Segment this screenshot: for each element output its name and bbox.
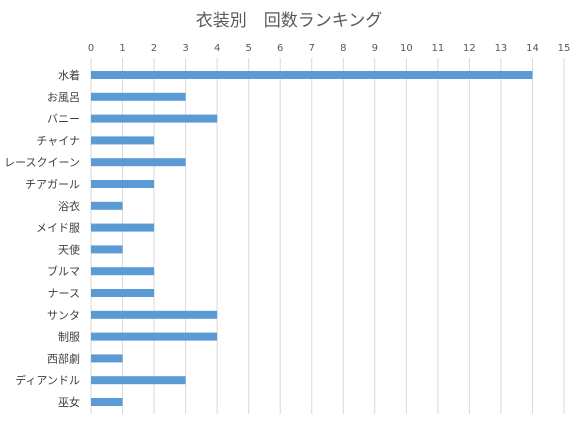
category-label: 水着 <box>58 68 80 82</box>
x-tick-label: 9 <box>372 43 378 54</box>
x-tick-label: 3 <box>182 43 188 54</box>
x-tick-label: 10 <box>400 43 413 54</box>
category-label: チアガール <box>25 178 80 191</box>
category-label: チャイナ <box>36 134 80 147</box>
category-label: お風呂 <box>47 91 80 104</box>
x-axis-tick-labels: 0 1 2 3 4 5 6 7 8 9 10 11 12 13 14 15 <box>88 43 571 54</box>
bar <box>91 180 155 188</box>
bar <box>91 158 186 167</box>
bar <box>91 92 186 101</box>
x-tick-label: 7 <box>309 43 315 54</box>
category-label: バニー <box>47 113 80 126</box>
gridlines <box>90 58 565 414</box>
x-tick-label: 5 <box>245 43 251 54</box>
bar <box>91 245 123 254</box>
category-label: 浴衣 <box>58 199 80 213</box>
x-tick-label: 13 <box>495 43 508 54</box>
x-tick-label: 8 <box>340 43 346 54</box>
bar <box>91 332 218 341</box>
x-tick-label: 2 <box>151 43 157 54</box>
x-tick-label: 6 <box>277 43 283 54</box>
chart-title: 衣装別 回数ランキング <box>196 11 383 31</box>
bars <box>91 71 533 406</box>
bar <box>91 223 155 232</box>
x-tick-label: 12 <box>463 43 476 54</box>
category-label: 巫女 <box>58 395 80 409</box>
category-label: 制服 <box>58 331 80 344</box>
bar <box>91 376 186 385</box>
bar <box>91 354 123 363</box>
category-label: ナース <box>48 287 80 300</box>
bar <box>91 71 533 79</box>
bar <box>91 136 155 145</box>
category-label: ディアンドル <box>15 373 80 387</box>
category-label: 西部劇 <box>47 351 80 365</box>
category-labels: 水着お風呂バニーチャイナレースクイーンチアガール浴衣メイド服天使ブルマナースサン… <box>4 68 80 409</box>
category-label: ブルマ <box>47 264 80 278</box>
category-label: サンタ <box>47 309 80 322</box>
x-tick-label: 1 <box>119 43 125 54</box>
bar <box>91 267 155 276</box>
bar <box>91 201 123 210</box>
x-tick-label: 15 <box>558 43 571 54</box>
category-label: 天使 <box>58 243 80 256</box>
bar <box>91 114 218 123</box>
x-tick-label: 11 <box>431 43 444 54</box>
bar <box>91 310 218 319</box>
bar <box>91 289 155 297</box>
category-label: レースクイーン <box>4 156 80 169</box>
x-tick-label: 14 <box>526 43 539 54</box>
x-tick-label: 4 <box>214 43 220 54</box>
bar <box>91 398 123 406</box>
x-tick-label: 0 <box>88 43 94 54</box>
category-label: メイド服 <box>36 222 80 235</box>
